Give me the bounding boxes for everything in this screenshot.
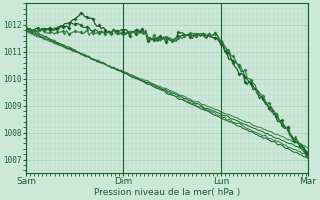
- X-axis label: Pression niveau de la mer( hPa ): Pression niveau de la mer( hPa ): [94, 188, 240, 197]
